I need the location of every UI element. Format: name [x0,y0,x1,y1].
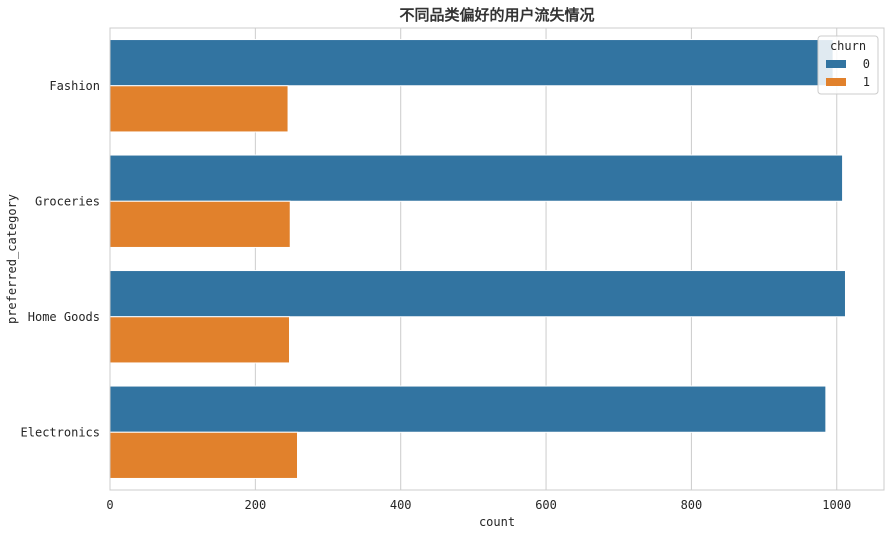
y-tick-label: Groceries [35,194,100,208]
x-tick-label: 800 [681,498,703,512]
chart-title: 不同品类偏好的用户流失情况 [399,6,594,24]
tick-labels: 0 200 400 600 800 1000 Fashion Groceries Home Go… [21,79,852,512]
bar [109,270,846,318]
x-tick-label: 400 [390,498,412,512]
legend-swatch [826,60,846,68]
x-tick-label: 600 [535,498,557,512]
bars [109,39,846,479]
legend-swatch [826,78,846,86]
y-tick-label: Electronics [21,425,100,439]
legend: churn 0 1 [817,35,879,95]
x-tick-label: 1000 [822,498,851,512]
y-axis-label: preferred_category [5,194,19,324]
y-tick-label: Fashion [49,79,100,93]
legend-label: 1 [863,75,870,89]
bar [109,431,299,479]
x-axis-label: count [479,515,515,529]
bar [109,154,844,202]
bar [109,39,834,87]
bar [109,200,291,248]
bar [109,85,289,133]
axes [109,27,885,491]
bar [109,316,291,364]
x-tick-label: 200 [245,498,267,512]
plot-frame [109,27,885,491]
legend-label: 0 [863,57,870,71]
y-tick-label: Home Goods [28,310,100,324]
legend-title: churn [830,39,866,53]
bar [109,385,827,433]
x-tick-label: 0 [106,498,113,512]
